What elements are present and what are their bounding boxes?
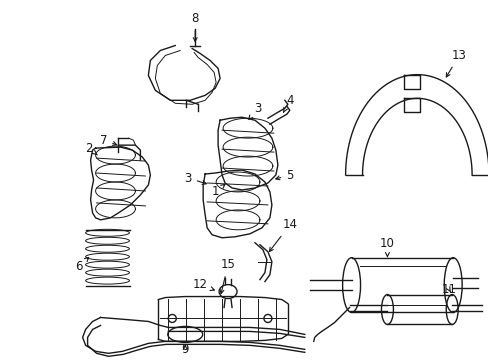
Text: 15: 15 xyxy=(220,258,235,294)
Text: 12: 12 xyxy=(192,278,214,291)
Text: 1: 1 xyxy=(211,184,224,198)
Text: 9: 9 xyxy=(181,343,188,356)
Text: 6: 6 xyxy=(75,257,88,273)
Text: 5: 5 xyxy=(275,168,293,181)
Text: 11: 11 xyxy=(441,283,456,296)
Text: 3: 3 xyxy=(184,171,206,185)
Text: 3: 3 xyxy=(248,102,261,119)
Text: 14: 14 xyxy=(269,218,297,252)
Text: 8: 8 xyxy=(191,12,199,41)
Text: 13: 13 xyxy=(446,49,466,77)
Text: 7: 7 xyxy=(100,134,117,147)
Text: 10: 10 xyxy=(379,237,394,257)
Text: 2: 2 xyxy=(85,141,97,155)
Text: 4: 4 xyxy=(283,94,293,112)
